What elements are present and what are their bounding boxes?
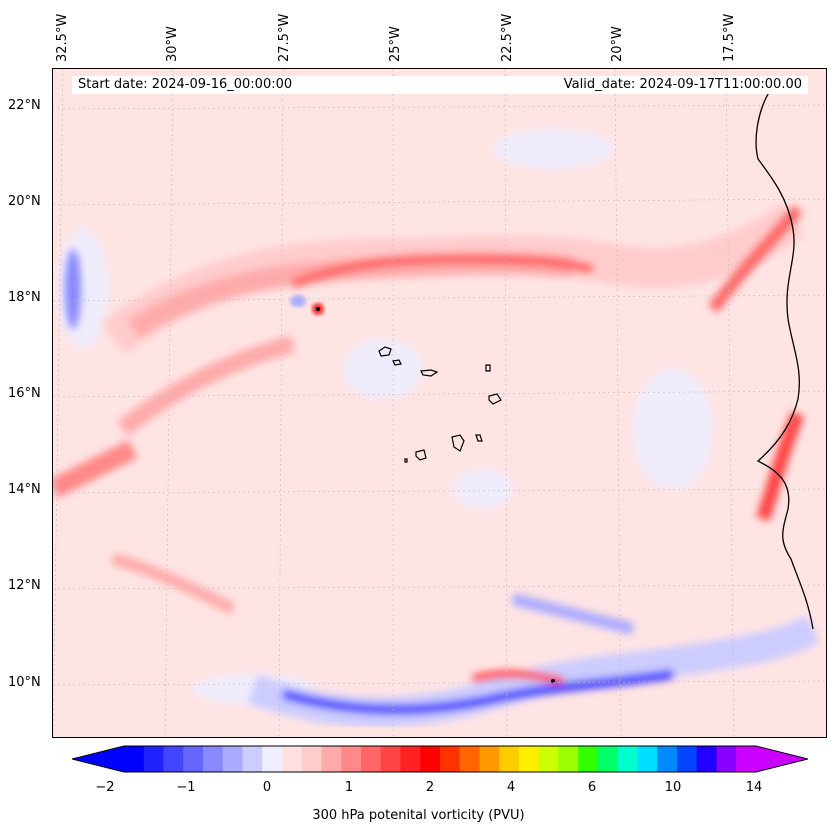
colorbar-swatch xyxy=(163,746,184,772)
colorbar-swatch xyxy=(420,746,441,772)
lat-label: 10°N xyxy=(8,675,41,690)
colorbar-tick: 10 xyxy=(664,780,682,795)
colorbar-swatch xyxy=(282,746,303,772)
lon-label: 27.5°W xyxy=(277,13,292,62)
start-date-label: Start date: 2024-09-16_00:00:00 xyxy=(78,77,293,92)
pv-map[interactable] xyxy=(52,68,827,738)
colorbar-swatch xyxy=(440,746,461,772)
colorbar-tick: 6 xyxy=(587,780,597,795)
colorbar-swatch xyxy=(222,746,243,772)
colorbar-label: 300 hPa potenital vorticity (PVU) xyxy=(312,808,525,823)
colorbar-swatch xyxy=(736,746,757,772)
date-info-bar: Start date: 2024-09-16_00:00:00 Valid_da… xyxy=(72,76,808,94)
colorbar-swatch xyxy=(124,746,145,772)
colorbar-swatch xyxy=(479,746,500,772)
pv-field xyxy=(53,69,826,737)
colorbar-swatch xyxy=(183,746,204,772)
cape-verde-islands xyxy=(378,346,502,463)
lon-label: 17.5°W xyxy=(722,13,737,62)
colorbar-tick: 14 xyxy=(745,780,763,795)
colorbar-swatch xyxy=(459,746,480,772)
colorbar-swatch xyxy=(696,746,717,772)
colorbar-swatch xyxy=(598,746,619,772)
colorbar xyxy=(72,745,808,773)
colorbar-tick: 1 xyxy=(344,780,354,795)
colorbar-swatch xyxy=(657,746,678,772)
lon-label: 32.5°W xyxy=(55,13,70,62)
colorbar-swatch xyxy=(578,746,599,772)
colorbar-swatch xyxy=(519,746,540,772)
colorbar-tick: 4 xyxy=(506,780,516,795)
colorbar-swatch xyxy=(361,746,382,772)
colorbar-tick: −2 xyxy=(95,780,115,795)
colorbar-outline xyxy=(72,745,808,773)
lat-label: 18°N xyxy=(8,290,41,305)
lat-label: 14°N xyxy=(8,482,41,497)
colorbar-swatch xyxy=(538,746,559,772)
colorbar-swatch xyxy=(637,746,658,772)
lon-label: 30°W xyxy=(165,26,180,62)
colorbar-extend-min xyxy=(72,746,124,772)
lon-label: 22.5°W xyxy=(500,13,515,62)
colorbar-swatch xyxy=(716,746,737,772)
lon-label: 25°W xyxy=(388,26,403,62)
colorbar-swatch xyxy=(321,746,342,772)
colorbar-swatch xyxy=(301,746,322,772)
colorbar-tick: 0 xyxy=(262,780,272,795)
colorbar-swatch xyxy=(617,746,638,772)
valid-date-label: Valid_date: 2024-09-17T11:00:00.00 xyxy=(563,77,802,92)
lat-label: 20°N xyxy=(8,194,41,209)
lat-label: 16°N xyxy=(8,386,41,401)
colorbar-swatch xyxy=(400,746,421,772)
colorbar-swatch xyxy=(499,746,520,772)
lat-label: 12°N xyxy=(8,578,41,593)
colorbar-swatch xyxy=(380,746,401,772)
lon-label: 20°W xyxy=(610,26,625,62)
colorbar-swatch xyxy=(262,746,283,772)
colorbar-swatch xyxy=(143,746,164,772)
coastline xyxy=(755,88,814,630)
colorbar-tick: 2 xyxy=(425,780,435,795)
lat-label: 22°N xyxy=(8,98,41,113)
colorbar-tick: −1 xyxy=(176,780,196,795)
colorbar-swatch xyxy=(242,746,263,772)
colorbar-extend-max xyxy=(756,746,808,772)
colorbar-swatch xyxy=(203,746,224,772)
colorbar-swatch xyxy=(558,746,579,772)
colorbar-swatch xyxy=(677,746,698,772)
colorbar-swatch xyxy=(341,746,362,772)
